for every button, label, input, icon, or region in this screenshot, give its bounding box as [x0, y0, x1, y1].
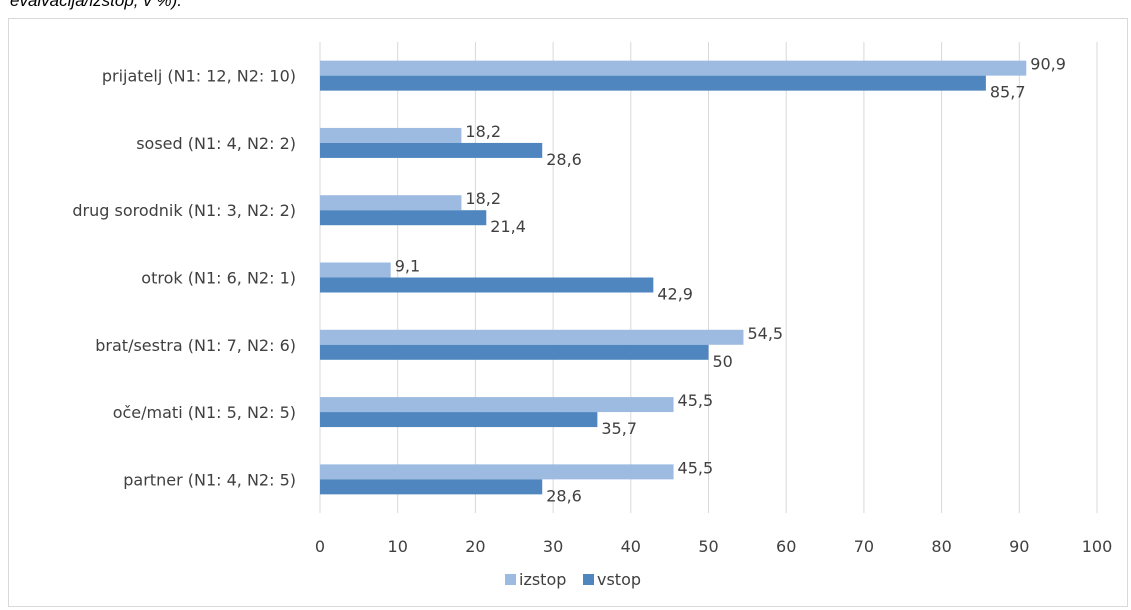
bar-vstop: [320, 479, 543, 495]
data-label-izstop: 9,1: [395, 257, 420, 276]
data-label-vstop: 50: [713, 352, 733, 371]
category-label: sosed (N1: 4, N2: 2): [136, 134, 296, 153]
data-label-vstop: 28,6: [546, 150, 582, 169]
bar-vstop: [320, 142, 543, 158]
bar-izstop: [320, 464, 674, 480]
bar-izstop: [320, 329, 744, 345]
category-label: oče/mati (N1: 5, N2: 5): [113, 403, 296, 422]
bar-vstop: [320, 412, 598, 428]
legend-label-izstop: izstop: [519, 570, 566, 589]
x-tick-label: 100: [1082, 537, 1113, 556]
x-tick-label: 30: [543, 537, 563, 556]
category-label: partner (N1: 4, N2: 5): [123, 470, 296, 489]
category-label: prijatelj (N1: 12, N2: 10): [102, 67, 296, 86]
bar-vstop: [320, 210, 487, 226]
figure-caption: evalvacija/izstop; v %).: [10, 0, 182, 10]
data-label-vstop: 21,4: [490, 217, 526, 236]
x-tick-label: 40: [621, 537, 641, 556]
bar-vstop: [320, 277, 654, 293]
data-label-izstop: 45,5: [678, 391, 714, 410]
bar-vstop: [320, 344, 709, 360]
category-label: drug sorodnik (N1: 3, N2: 2): [72, 201, 296, 220]
bar-izstop: [320, 60, 1027, 76]
data-label-izstop: 45,5: [678, 458, 714, 477]
bar-izstop: [320, 195, 462, 211]
category-label: brat/sestra (N1: 7, N2: 6): [95, 336, 296, 355]
bar-izstop: [320, 262, 391, 278]
data-label-izstop: 18,2: [465, 189, 501, 208]
data-label-vstop: 42,9: [657, 285, 693, 304]
data-label-izstop: 90,9: [1030, 55, 1066, 74]
legend-swatch-vstop: [583, 574, 594, 585]
x-tick-label: 90: [1009, 537, 1029, 556]
bar-izstop: [320, 397, 674, 413]
legend-swatch-izstop: [505, 574, 516, 585]
data-label-vstop: 85,7: [990, 83, 1026, 102]
legend-label-vstop: vstop: [597, 570, 641, 589]
bar-vstop: [320, 75, 986, 91]
data-label-vstop: 28,6: [546, 486, 582, 505]
x-tick-label: 80: [931, 537, 951, 556]
x-tick-label: 0: [315, 537, 325, 556]
x-tick-label: 50: [698, 537, 718, 556]
data-label-izstop: 54,5: [747, 324, 783, 343]
x-tick-label: 70: [854, 537, 874, 556]
x-tick-label: 20: [465, 537, 485, 556]
data-label-izstop: 18,2: [465, 122, 501, 141]
data-label-vstop: 35,7: [601, 419, 637, 438]
bar-izstop: [320, 127, 462, 143]
x-tick-label: 60: [776, 537, 796, 556]
category-label: otrok (N1: 6, N2: 1): [141, 269, 296, 288]
x-tick-label: 10: [388, 537, 408, 556]
